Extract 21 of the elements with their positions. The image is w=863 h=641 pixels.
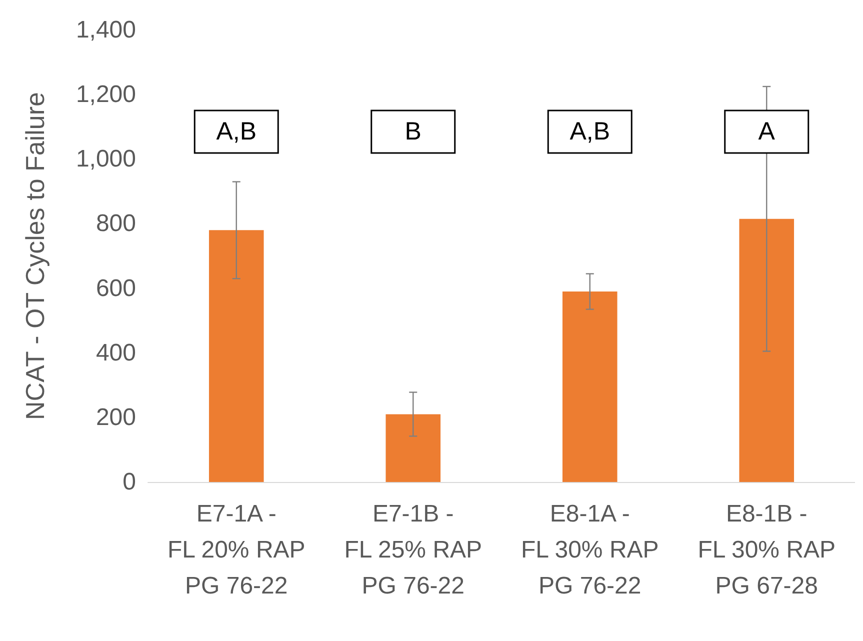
annotation: A: [758, 118, 776, 146]
bar: [208, 230, 264, 482]
y-tick-label: 400: [96, 339, 136, 366]
y-tick-label: 800: [96, 210, 136, 238]
annotation: B: [404, 118, 422, 146]
bar: [562, 292, 618, 482]
annotation: A,B: [570, 118, 610, 146]
bar: [739, 218, 794, 482]
y-tick-label: 1,200: [76, 81, 136, 108]
y-tick-label: 600: [96, 274, 136, 302]
y-axis-title: NCAT - OT Cycles to Failure: [20, 92, 50, 420]
x-tick-label: E7-1A - FL 20% RAP PG 76-22: [167, 500, 306, 600]
x-tick-label: E8-1B - FL 30% RAP PG 67-28: [698, 500, 836, 600]
y-tick-label: 200: [96, 404, 136, 431]
y-tick-label: 0: [122, 468, 136, 496]
bar: [386, 414, 441, 482]
y-tick-label: 1,000: [76, 146, 136, 173]
x-tick-label: E7-1B - FL 25% RAP PG 76-22: [344, 500, 482, 600]
x-tick-label: E8-1A - FL 30% RAP PG 76-22: [520, 500, 659, 600]
y-tick-label: 1,400: [76, 16, 136, 44]
annotation: A,B: [216, 118, 257, 146]
